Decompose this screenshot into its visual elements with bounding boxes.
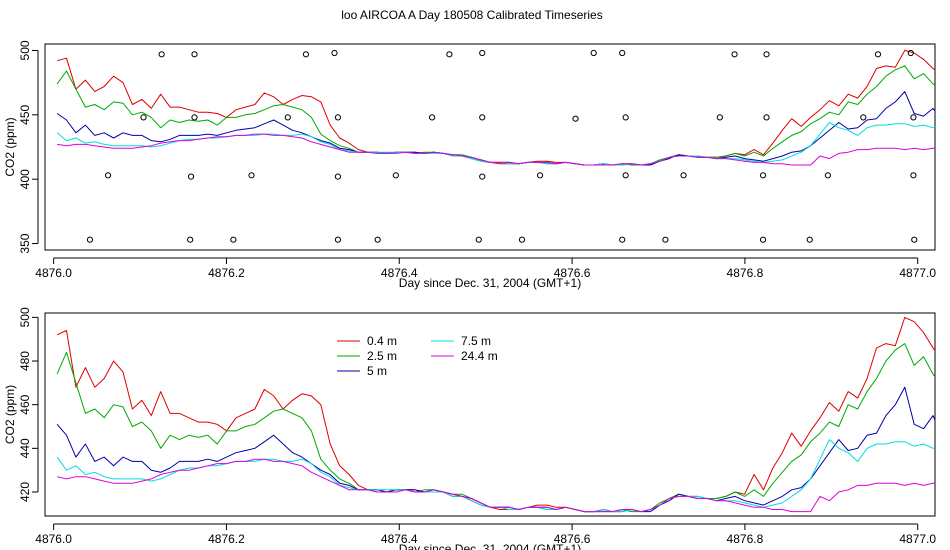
scatter-point: [731, 51, 738, 58]
scatter-point: [860, 114, 867, 121]
series-line-2-5-m: [56, 343, 935, 513]
scatter-point: [479, 173, 486, 180]
scatter-point: [662, 236, 669, 243]
scatter-point: [907, 49, 914, 57]
series-line-7-5-m: [56, 439, 935, 513]
scatter-point: [334, 173, 342, 180]
plot-area: [56, 49, 935, 243]
scatter-point: [518, 236, 526, 243]
scatter-point: [911, 236, 918, 243]
x-axis-title: Day since Dec. 31, 2004 (GMT+1): [399, 276, 581, 290]
x-tick-label: 4876.0: [35, 532, 72, 546]
scatter-point: [824, 172, 831, 179]
scatter-point: [392, 172, 399, 179]
x-tick-label: 4876.0: [35, 266, 72, 280]
x-tick-label: 4876.4: [381, 266, 418, 280]
legend-label-24-4-m: 24.4 m: [461, 349, 498, 363]
scatter-point: [716, 114, 723, 121]
scatter-point: [230, 236, 237, 243]
scatter-point: [191, 51, 198, 58]
y-tick-label: 440: [18, 438, 32, 458]
scatter-point: [302, 51, 310, 58]
y-tick-label: 500: [18, 307, 32, 327]
scatter-point: [429, 114, 436, 121]
scatter-point: [874, 51, 882, 58]
legend-label-0-4-m: 0.4 m: [367, 334, 397, 348]
bottom-panel: 4876.0 4876.2 4876.4 4876.6 4876.8 4877.0 420 4…: [3, 307, 936, 550]
series-line-0-4-m: [56, 49, 935, 166]
legend-label-2-5-m: 2.5 m: [367, 349, 397, 363]
scatter-point: [334, 114, 342, 121]
scatter-point: [284, 114, 291, 121]
scatter-point: [248, 172, 255, 179]
scatter-point: [806, 236, 813, 243]
scatter-point: [619, 49, 626, 57]
scatter-point: [104, 172, 112, 179]
scatter-point: [910, 172, 917, 179]
scatter-point: [140, 114, 147, 121]
series-line-5-m: [56, 91, 935, 166]
x-tick-label: 4876.8: [727, 532, 764, 546]
x-tick-label: 4877.0: [899, 532, 936, 546]
y-tick-label: 480: [18, 351, 32, 371]
x-tick-label: 4876.2: [208, 266, 245, 280]
y-axis-title: CO2 (ppm): [3, 385, 17, 444]
y-tick-label: 400: [18, 169, 32, 189]
x-axis-title: Day since Dec. 31, 2004 (GMT+1): [399, 542, 581, 550]
scatter-point: [334, 236, 342, 243]
x-tick-label: 4877.0: [899, 266, 936, 280]
x-tick-label: 4876.4: [381, 532, 418, 546]
scatter-point: [475, 236, 482, 243]
scatter-point: [759, 236, 767, 243]
scatter-point: [158, 51, 165, 58]
legend-label-5-m: 5 m: [367, 364, 387, 378]
series-line-24-4-m: [56, 458, 935, 513]
scatter-point: [622, 114, 629, 121]
y-axis-title: CO2 (ppm): [3, 117, 17, 176]
scatter-point: [187, 236, 194, 243]
y-tick-label: 420: [18, 482, 32, 502]
scatter-point: [763, 51, 770, 58]
x-tick-label: 4876.6: [554, 532, 591, 546]
plot-frame: [44, 43, 936, 251]
scatter-point: [759, 172, 767, 179]
x-tick-label: 4876.8: [727, 266, 764, 280]
series-line-7-5-m: [56, 122, 935, 166]
scatter-point: [479, 49, 486, 57]
plot-area: [56, 316, 935, 513]
scatter-point: [446, 51, 453, 58]
scatter-point: [619, 236, 626, 243]
y-tick-label: 500: [18, 40, 32, 60]
series-line-24-4-m: [57, 133, 935, 166]
scatter-point: [374, 236, 381, 243]
scatter-point: [910, 114, 917, 121]
scatter-point: [572, 115, 579, 122]
scatter-point: [187, 173, 195, 180]
series-line-0-4-m: [56, 316, 935, 513]
series-line-2-5-m: [56, 65, 935, 166]
y-tick-label: 450: [18, 104, 32, 124]
scatter-point: [590, 49, 597, 57]
top-panel: 4876.0 4876.2 4876.4 4876.6 4876.8 4877.0 350 4…: [3, 40, 936, 290]
x-tick-label: 4876.2: [208, 532, 245, 546]
y-tick-label: 460: [18, 394, 32, 414]
scatter-point: [191, 114, 198, 121]
scatter-point: [763, 114, 770, 121]
legend-label-7-5-m: 7.5 m: [461, 334, 491, 348]
figure-title: loo AIRCOA A Day 180508 Calibrated Times…: [341, 8, 602, 22]
scatter-point: [331, 49, 338, 57]
scatter-point: [479, 114, 486, 121]
series-line-5-m: [56, 386, 935, 513]
scatter-point: [622, 172, 629, 179]
x-tick-label: 4876.6: [554, 266, 591, 280]
scatter-point: [680, 172, 687, 179]
plot-frame: [44, 312, 936, 517]
y-tick-label: 350: [18, 233, 32, 253]
scatter-point: [537, 172, 544, 179]
scatter-point: [86, 236, 94, 243]
